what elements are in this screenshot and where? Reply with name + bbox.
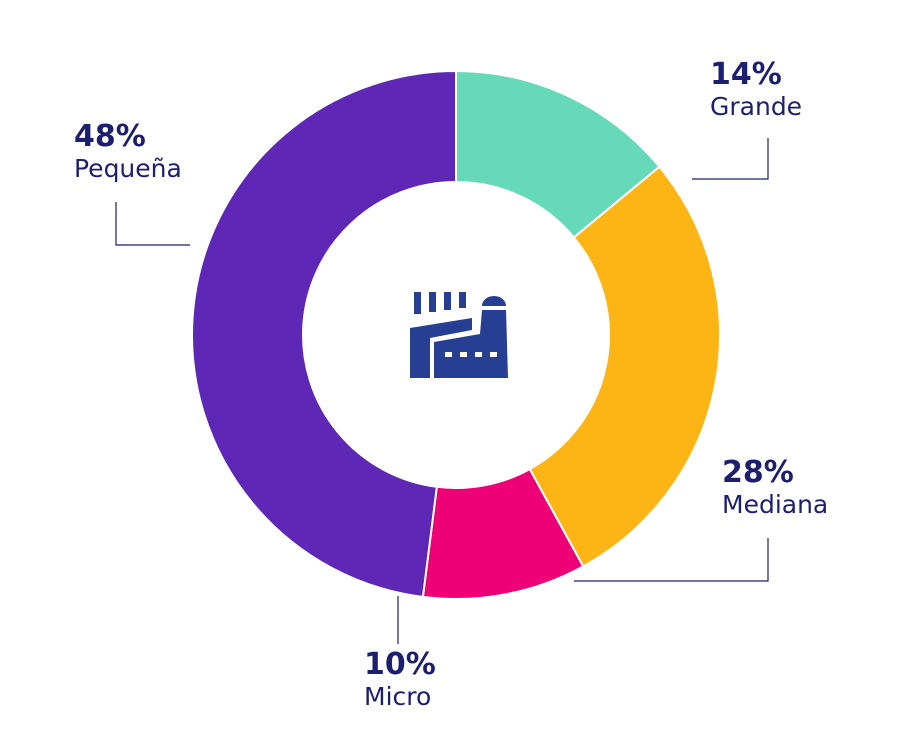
label-pequena: 48% Pequeña [74,119,182,183]
factory-icon [410,292,508,378]
percent-pequena: 48% [74,119,146,154]
label-mediana: 28% Mediana [722,455,829,519]
label-grande: 14% Grande [710,57,803,121]
category-grande: Grande [710,92,803,121]
category-mediana: Mediana [722,490,829,519]
category-micro: Micro [364,682,432,711]
leader-line-mediana [574,538,769,582]
slice-mediana [528,165,721,568]
slice-pequena [191,69,457,599]
label-micro: 10% Micro [364,647,436,711]
leader-lines [115,138,769,644]
category-pequena: Pequeña [74,154,182,183]
leader-line-grande [692,138,769,180]
percent-micro: 10% [364,647,436,682]
leader-line-pequena [115,202,190,246]
percent-mediana: 28% [722,455,794,490]
percent-grande: 14% [710,57,782,92]
